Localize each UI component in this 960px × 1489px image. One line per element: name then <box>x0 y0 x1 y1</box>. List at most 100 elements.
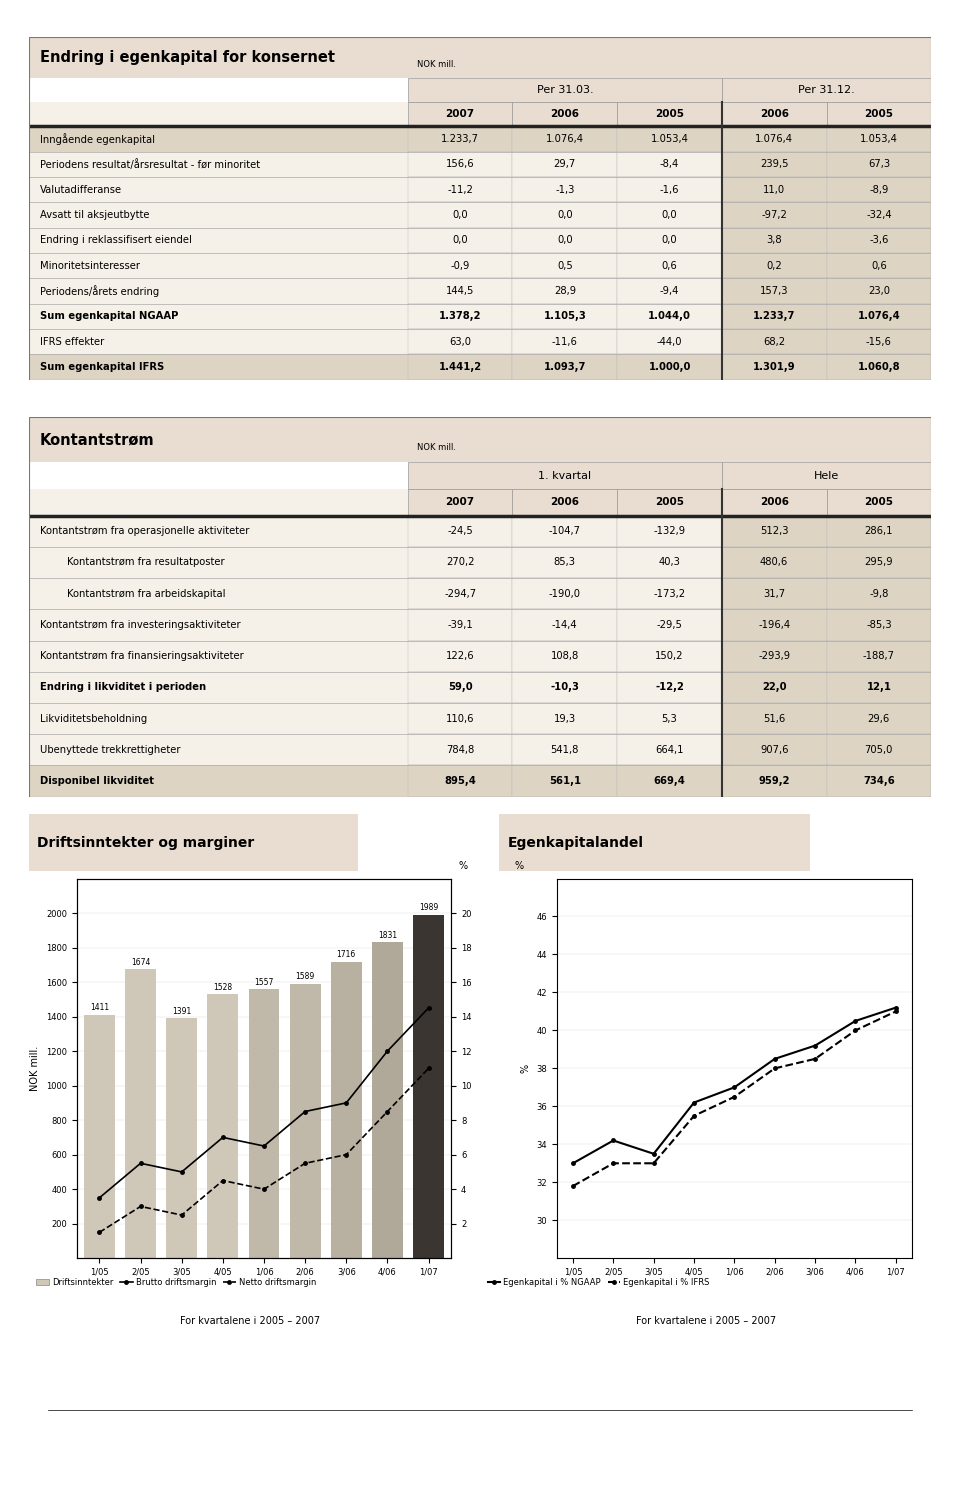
Text: 895,4: 895,4 <box>444 776 476 786</box>
Bar <box>827 354 931 380</box>
Bar <box>827 734 931 765</box>
Text: Kontantstrøm fra investeringsaktiviteter: Kontantstrøm fra investeringsaktiviteter <box>39 619 240 630</box>
Bar <box>827 640 931 672</box>
Bar <box>408 515 513 546</box>
Text: 1.233,7: 1.233,7 <box>753 311 796 322</box>
Text: Endring i likviditet i perioden: Endring i likviditet i perioden <box>39 682 205 692</box>
Text: Periodens resultat/årsresultat - før minoritet: Periodens resultat/årsresultat - før min… <box>39 159 260 170</box>
Text: Per 31.03.: Per 31.03. <box>537 85 593 95</box>
Text: 1557: 1557 <box>254 978 274 987</box>
Text: 1.233,7: 1.233,7 <box>442 134 479 144</box>
Text: NOK mill.: NOK mill. <box>417 442 456 451</box>
Bar <box>29 703 408 734</box>
Text: 0,0: 0,0 <box>452 235 468 246</box>
Bar <box>513 253 617 278</box>
Bar <box>513 127 617 152</box>
Text: For kvartalene i 2005 – 2007: For kvartalene i 2005 – 2007 <box>180 1316 320 1327</box>
Text: -11,2: -11,2 <box>447 185 473 195</box>
Bar <box>722 463 931 488</box>
Text: 51,6: 51,6 <box>763 713 785 724</box>
Bar <box>408 765 513 797</box>
Text: -293,9: -293,9 <box>758 651 790 661</box>
Bar <box>372 943 403 1258</box>
Bar <box>408 609 513 640</box>
Bar <box>408 304 513 329</box>
Text: Kontantstrøm fra resultatposter: Kontantstrøm fra resultatposter <box>66 557 225 567</box>
Bar <box>722 703 827 734</box>
Bar <box>827 152 931 177</box>
Text: 2006: 2006 <box>550 109 579 119</box>
Bar <box>249 990 279 1258</box>
Text: 59,0: 59,0 <box>447 682 472 692</box>
Bar <box>827 177 931 203</box>
Bar <box>29 515 408 546</box>
Text: 2005: 2005 <box>655 109 684 119</box>
Bar <box>29 253 408 278</box>
Bar <box>166 1018 197 1258</box>
Text: -104,7: -104,7 <box>549 526 581 536</box>
Text: NOK mill.: NOK mill. <box>417 60 456 68</box>
Bar <box>827 488 931 515</box>
Bar <box>408 703 513 734</box>
Text: 907,6: 907,6 <box>760 744 788 755</box>
Bar <box>408 354 513 380</box>
Text: -14,4: -14,4 <box>552 619 578 630</box>
Bar <box>513 203 617 228</box>
Bar <box>827 304 931 329</box>
Text: 1.000,0: 1.000,0 <box>648 362 690 372</box>
Text: -97,2: -97,2 <box>761 210 787 220</box>
Text: %: % <box>459 861 468 871</box>
Text: Sum egenkapital IFRS: Sum egenkapital IFRS <box>39 362 164 372</box>
Bar <box>408 640 513 672</box>
Bar <box>408 417 931 463</box>
Text: Valutadifferanse: Valutadifferanse <box>39 185 122 195</box>
Text: 669,4: 669,4 <box>654 776 685 786</box>
Text: 1.060,8: 1.060,8 <box>857 362 900 372</box>
Bar <box>29 578 408 609</box>
Text: -188,7: -188,7 <box>863 651 895 661</box>
Text: -9,8: -9,8 <box>869 588 889 599</box>
Bar <box>827 127 931 152</box>
Bar <box>29 103 408 127</box>
Bar <box>513 515 617 546</box>
Text: 784,8: 784,8 <box>446 744 474 755</box>
Text: %: % <box>515 861 523 871</box>
Bar <box>827 203 931 228</box>
Bar <box>84 1014 115 1258</box>
Text: 286,1: 286,1 <box>865 526 893 536</box>
Bar <box>29 127 408 152</box>
Bar <box>722 354 827 380</box>
Text: -0,9: -0,9 <box>450 261 469 271</box>
Text: 2005: 2005 <box>655 497 684 508</box>
Bar <box>617 304 722 329</box>
Text: Likviditetsbeholdning: Likviditetsbeholdning <box>39 713 147 724</box>
Text: -11,6: -11,6 <box>552 337 578 347</box>
Bar <box>722 253 827 278</box>
Text: 1.378,2: 1.378,2 <box>439 311 481 322</box>
Text: -3,6: -3,6 <box>869 235 889 246</box>
Bar <box>513 304 617 329</box>
Text: 664,1: 664,1 <box>656 744 684 755</box>
Bar <box>722 103 827 127</box>
Text: 67,3: 67,3 <box>868 159 890 170</box>
Bar <box>513 488 617 515</box>
Text: 1.301,9: 1.301,9 <box>753 362 796 372</box>
Bar <box>29 417 408 463</box>
Bar <box>29 672 408 703</box>
Text: 22,0: 22,0 <box>762 682 786 692</box>
Text: 29,7: 29,7 <box>554 159 576 170</box>
Text: -32,4: -32,4 <box>866 210 892 220</box>
Text: -173,2: -173,2 <box>654 588 685 599</box>
Bar <box>513 278 617 304</box>
Text: 541,8: 541,8 <box>551 744 579 755</box>
Bar <box>617 228 722 253</box>
Bar <box>207 995 238 1258</box>
Text: 0,6: 0,6 <box>871 261 887 271</box>
Bar <box>617 672 722 703</box>
Bar <box>29 304 408 329</box>
Bar <box>722 546 827 578</box>
Bar <box>408 463 722 488</box>
Text: 12,1: 12,1 <box>866 682 892 692</box>
Bar <box>827 609 931 640</box>
Bar <box>827 278 931 304</box>
